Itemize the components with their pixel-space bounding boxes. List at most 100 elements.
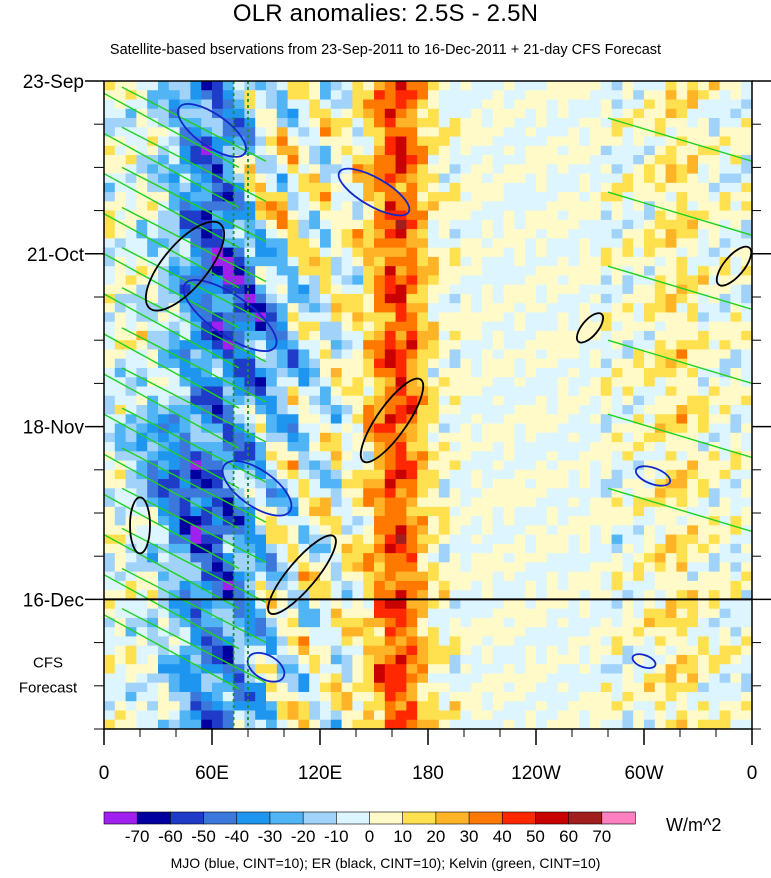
anomaly-cell bbox=[730, 293, 742, 304]
anomaly-cell bbox=[644, 534, 656, 545]
anomaly-cell bbox=[276, 118, 289, 128]
anomaly-cell bbox=[352, 636, 364, 647]
anomaly-cell bbox=[482, 238, 494, 249]
anomaly-cell bbox=[665, 330, 677, 341]
anomaly-cell bbox=[482, 229, 494, 239]
anomaly-cell bbox=[104, 164, 116, 175]
anomaly-cell bbox=[503, 469, 515, 480]
anomaly-cell bbox=[255, 516, 267, 526]
anomaly-cell bbox=[590, 99, 602, 110]
colorbar-swatch bbox=[302, 811, 337, 825]
anomaly-cell bbox=[536, 673, 548, 684]
kelvin-contour bbox=[607, 413, 752, 459]
anomaly-cell bbox=[384, 497, 397, 508]
anomaly-cell bbox=[622, 210, 634, 221]
anomaly-cell bbox=[298, 562, 310, 573]
anomaly-cell bbox=[287, 349, 299, 360]
anomaly-cell bbox=[125, 599, 137, 610]
anomaly-cell bbox=[341, 293, 353, 304]
anomaly-cell bbox=[590, 710, 602, 721]
anomaly-cell bbox=[406, 627, 418, 638]
anomaly-cell bbox=[363, 691, 375, 702]
anomaly-cell bbox=[590, 571, 602, 582]
anomaly-cell bbox=[287, 173, 299, 184]
anomaly-cell bbox=[698, 691, 710, 702]
anomaly-cell bbox=[730, 469, 742, 480]
anomaly-cell bbox=[406, 488, 418, 499]
anomaly-cell bbox=[536, 118, 548, 128]
anomaly-cell bbox=[168, 303, 181, 314]
anomaly-cell bbox=[179, 201, 191, 212]
anomaly-cell bbox=[633, 155, 645, 165]
anomaly-cell bbox=[190, 710, 202, 721]
anomaly-cell bbox=[633, 701, 645, 712]
anomaly-cell bbox=[633, 562, 645, 573]
anomaly-cell bbox=[309, 451, 321, 462]
anomaly-cell bbox=[104, 627, 116, 638]
anomaly-cell bbox=[136, 210, 148, 221]
anomaly-cell bbox=[233, 247, 245, 258]
anomaly-cell bbox=[287, 645, 299, 656]
anomaly-cell bbox=[471, 321, 483, 332]
anomaly-cell bbox=[276, 145, 289, 156]
anomaly-cell bbox=[384, 340, 397, 351]
anomaly-cell bbox=[665, 506, 677, 517]
anomaly-cell bbox=[557, 284, 569, 295]
anomaly-cell bbox=[104, 580, 116, 591]
anomaly-cell bbox=[687, 719, 699, 729]
anomaly-cell bbox=[600, 367, 613, 378]
anomaly-cell bbox=[222, 710, 235, 721]
anomaly-cell bbox=[168, 460, 181, 471]
anomaly-cell bbox=[298, 367, 310, 378]
anomaly-cell bbox=[611, 118, 623, 128]
anomaly-cell bbox=[525, 108, 537, 119]
anomaly-cell bbox=[633, 145, 645, 156]
anomaly-cell bbox=[611, 654, 623, 665]
anomaly-cell bbox=[514, 284, 526, 295]
anomaly-cell bbox=[395, 386, 407, 397]
anomaly-cell bbox=[104, 469, 116, 480]
anomaly-cell bbox=[352, 599, 364, 610]
anomaly-cell bbox=[406, 423, 418, 434]
kelvin-contour bbox=[104, 213, 240, 289]
anomaly-cell bbox=[320, 395, 332, 406]
anomaly-cell bbox=[633, 543, 645, 554]
anomaly-cell bbox=[428, 432, 440, 443]
anomaly-cell bbox=[730, 201, 742, 212]
anomaly-cell bbox=[644, 460, 656, 471]
anomaly-cell bbox=[158, 312, 170, 323]
anomaly-cell bbox=[266, 173, 278, 184]
anomaly-cell bbox=[611, 442, 623, 452]
anomaly-cell bbox=[104, 506, 116, 517]
anomaly-cell bbox=[363, 580, 375, 591]
anomaly-cell bbox=[255, 488, 267, 499]
anomaly-cell bbox=[244, 691, 256, 702]
anomaly-cell bbox=[363, 562, 375, 573]
anomaly-cell bbox=[212, 99, 224, 110]
anomaly-cell bbox=[341, 192, 353, 202]
anomaly-cell bbox=[384, 312, 397, 323]
anomaly-cell bbox=[536, 81, 548, 91]
anomaly-cell bbox=[309, 377, 321, 388]
anomaly-cell bbox=[266, 543, 278, 554]
anomaly-cell bbox=[266, 81, 278, 91]
anomaly-cell bbox=[557, 238, 569, 249]
anomaly-cell bbox=[730, 81, 742, 91]
mjo-contour bbox=[631, 653, 657, 669]
anomaly-cell bbox=[708, 81, 721, 91]
anomaly-cell bbox=[687, 358, 699, 369]
anomaly-cell bbox=[514, 460, 526, 471]
anomaly-cell bbox=[125, 219, 137, 230]
anomaly-cell bbox=[352, 81, 364, 91]
anomaly-cell bbox=[719, 136, 731, 147]
anomaly-cell bbox=[168, 451, 181, 462]
anomaly-cell bbox=[687, 182, 699, 193]
anomaly-cell bbox=[557, 608, 569, 619]
anomaly-cell bbox=[590, 247, 602, 258]
anomaly-cell bbox=[665, 469, 677, 480]
anomaly-cell bbox=[395, 608, 407, 619]
anomaly-cell bbox=[363, 90, 375, 101]
anomaly-cell bbox=[633, 525, 645, 536]
anomaly-cell bbox=[309, 488, 321, 499]
anomaly-cell bbox=[460, 543, 472, 554]
